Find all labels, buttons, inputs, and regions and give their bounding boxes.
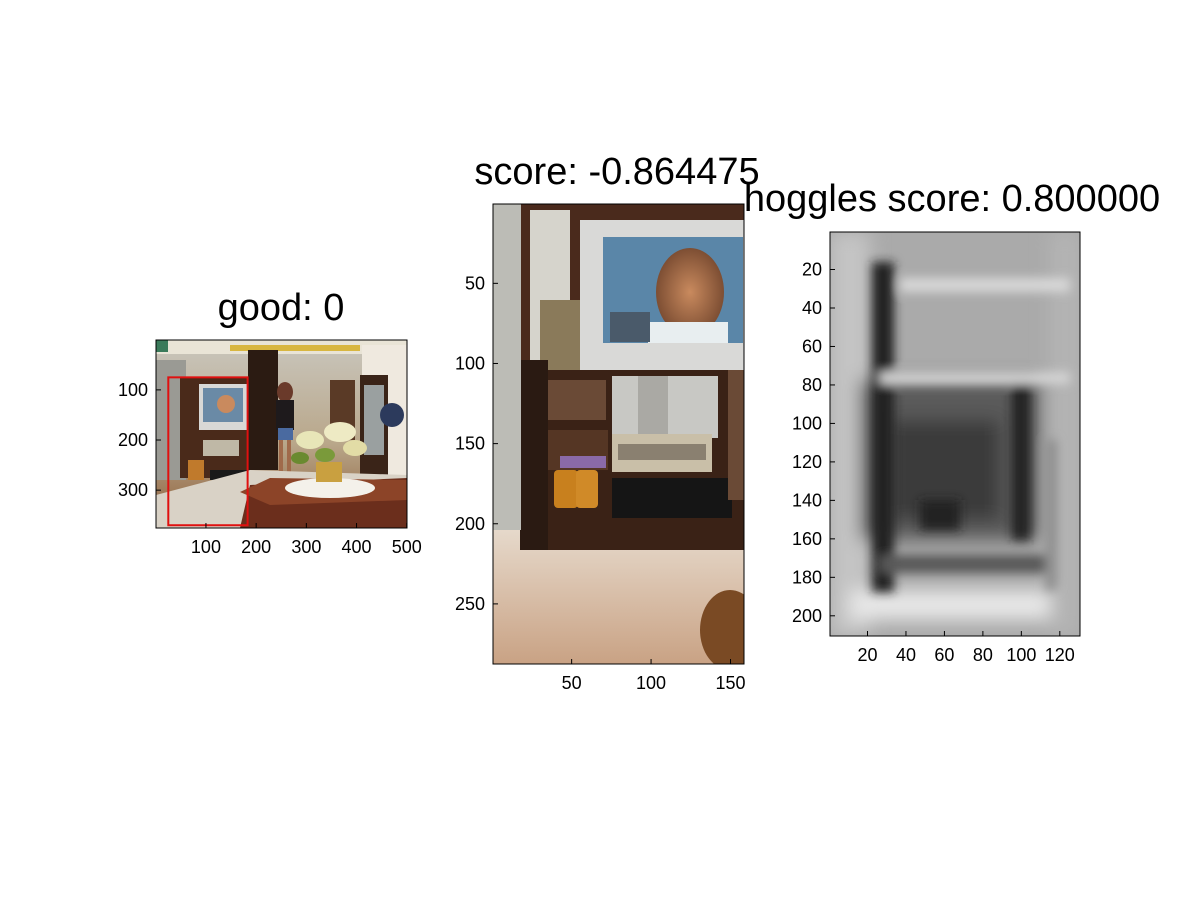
- p3-x-tick-label-20: 20: [857, 645, 877, 665]
- panel-2-image: [493, 204, 744, 664]
- p3-y-tick-label-160: 160: [792, 529, 822, 549]
- p1-x-tick-label-200: 200: [241, 537, 271, 557]
- p2-y-tick-label-250: 250: [455, 594, 485, 614]
- panel-3-x-ticks: 20 40 60 80 100 120: [857, 631, 1075, 665]
- p3-y-tick-label-20: 20: [802, 260, 822, 280]
- p3-y-tick-label-200: 200: [792, 606, 822, 626]
- p2-y-tick-label-150: 150: [455, 434, 485, 454]
- p1-x-tick-label-500: 500: [392, 537, 422, 557]
- panel-3: hoggles score: 0.800000 20 40 60 80 100 120: [744, 178, 1160, 665]
- panel-1-y-ticks: 100 200 300: [118, 380, 161, 500]
- panel-2-x-ticks: 50 100 150: [562, 659, 746, 693]
- p2-y-tick-label-50: 50: [465, 273, 485, 293]
- p3-y-tick-label-120: 120: [792, 452, 822, 472]
- panel-3-axes-frame: [829, 231, 1081, 637]
- p3-y-tick-label-140: 140: [792, 490, 822, 510]
- panel-3-title: hoggles score: 0.800000: [744, 178, 1160, 220]
- p2-x-tick-label-100: 100: [636, 673, 666, 693]
- panel-2-y-ticks: 50 100 150 200 250: [455, 273, 498, 614]
- panel-2: score: -0.864475: [455, 151, 760, 693]
- panel-3-y-ticks: 20 40 60 80 100 120 140 160 180 200: [792, 260, 835, 626]
- p2-x-tick-label-150: 150: [715, 673, 745, 693]
- p1-x-tick-label-100: 100: [191, 537, 221, 557]
- p3-y-tick-label-80: 80: [802, 375, 822, 395]
- p3-y-tick-label-100: 100: [792, 413, 822, 433]
- p1-x-tick-label-400: 400: [342, 537, 372, 557]
- p3-x-tick-label-40: 40: [896, 645, 916, 665]
- panel-1-image: [156, 340, 407, 528]
- p3-y-tick-label-40: 40: [802, 298, 822, 318]
- p1-y-tick-label-200: 200: [118, 430, 148, 450]
- panel-1-x-ticks: 100 200 300 400 500: [191, 523, 422, 557]
- p1-x-tick-label-300: 300: [291, 537, 321, 557]
- p1-y-tick-label-100: 100: [118, 380, 148, 400]
- p3-y-tick-label-180: 180: [792, 567, 822, 587]
- p2-y-tick-label-100: 100: [455, 353, 485, 373]
- panel-1-bounding-box: [167, 376, 249, 527]
- p3-x-tick-label-80: 80: [973, 645, 993, 665]
- p2-y-tick-label-200: 200: [455, 514, 485, 534]
- panel-2-title: score: -0.864475: [474, 151, 759, 193]
- p3-y-tick-label-60: 60: [802, 336, 822, 356]
- p3-x-tick-label-100: 100: [1006, 645, 1036, 665]
- panel-1-title: good: 0: [218, 287, 345, 329]
- panel-1-axes-frame: [155, 339, 408, 529]
- p3-x-tick-label-60: 60: [934, 645, 954, 665]
- p1-y-tick-label-300: 300: [118, 480, 148, 500]
- panel-1: good: 0: [118, 287, 422, 557]
- p3-x-tick-label-120: 120: [1045, 645, 1075, 665]
- p2-x-tick-label-50: 50: [562, 673, 582, 693]
- panel-3-heatmap: [830, 232, 1080, 636]
- panel-2-axes-frame: [492, 203, 745, 665]
